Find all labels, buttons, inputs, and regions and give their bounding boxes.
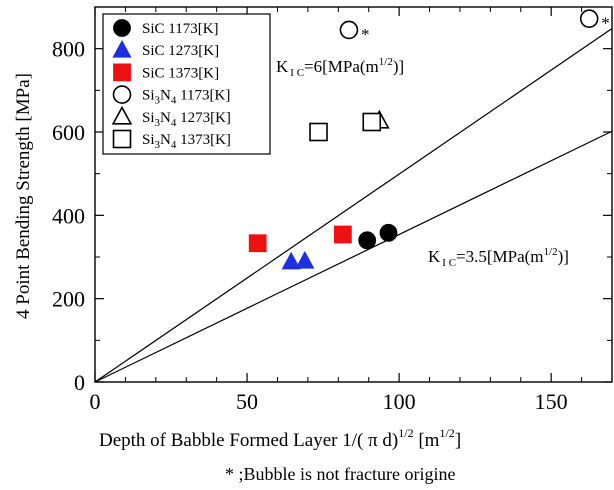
footnote: * ;Bubble is not fracture origine [225,464,455,484]
axes [94,6,613,383]
y-tick-label: 0 [74,370,85,395]
legend-label: Si3N4 1173[K] [142,88,230,107]
data-point [309,122,328,142]
legend-marker [112,40,132,58]
data-point [579,9,599,28]
legend-marker [112,129,132,149]
legend-marker [112,85,132,104]
data-point [362,112,382,132]
star-annotation: * [361,25,370,44]
y-tick-label: 600 [52,120,85,145]
data-point [358,231,377,250]
y-axis-label: 4 Point Bending Strength [MPa] [13,73,34,319]
kic-line-1 [95,28,612,382]
data-point [248,234,267,253]
legend: SiC 1173[K] SiC 1273[K] SiC 1373[K] Si3N4 1… [102,13,271,155]
legend-label: Si3N4 1373[K] [142,132,231,151]
x-tick-label: 0 [90,389,101,414]
kic-line-2 [95,130,612,382]
data-point [339,20,359,40]
x-axis-label: Depth of Babble Formed Layer 1/( π d)1/2… [99,426,461,451]
legend-label: Si3N4 1273[K] [142,110,231,129]
data-points: ** [248,9,610,270]
y-tick-label: 800 [52,37,85,62]
kic-lines [95,28,612,382]
legend-label: SiC 1173[K] [142,21,219,37]
data-point [333,225,352,244]
plot-frame [94,6,613,383]
data-point [295,250,315,269]
ticks: 0 50 100 150 0 200 400 600 800 [52,7,612,414]
legend-label: SiC 1273[K] [142,43,219,59]
legend-marker [111,105,133,125]
x-tick-label: 50 [236,389,258,414]
legend-label: SiC 1373[K] [142,65,219,81]
data-point [379,223,398,242]
y-tick-label: 200 [52,287,85,312]
star-annotation: * [601,14,610,33]
data-point [281,251,301,270]
legend-marker [113,19,131,37]
x-tick-label: 100 [383,389,416,414]
y-tick-label: 400 [52,203,85,228]
x-tick-label: 150 [535,389,568,414]
legend-marker [113,63,131,82]
